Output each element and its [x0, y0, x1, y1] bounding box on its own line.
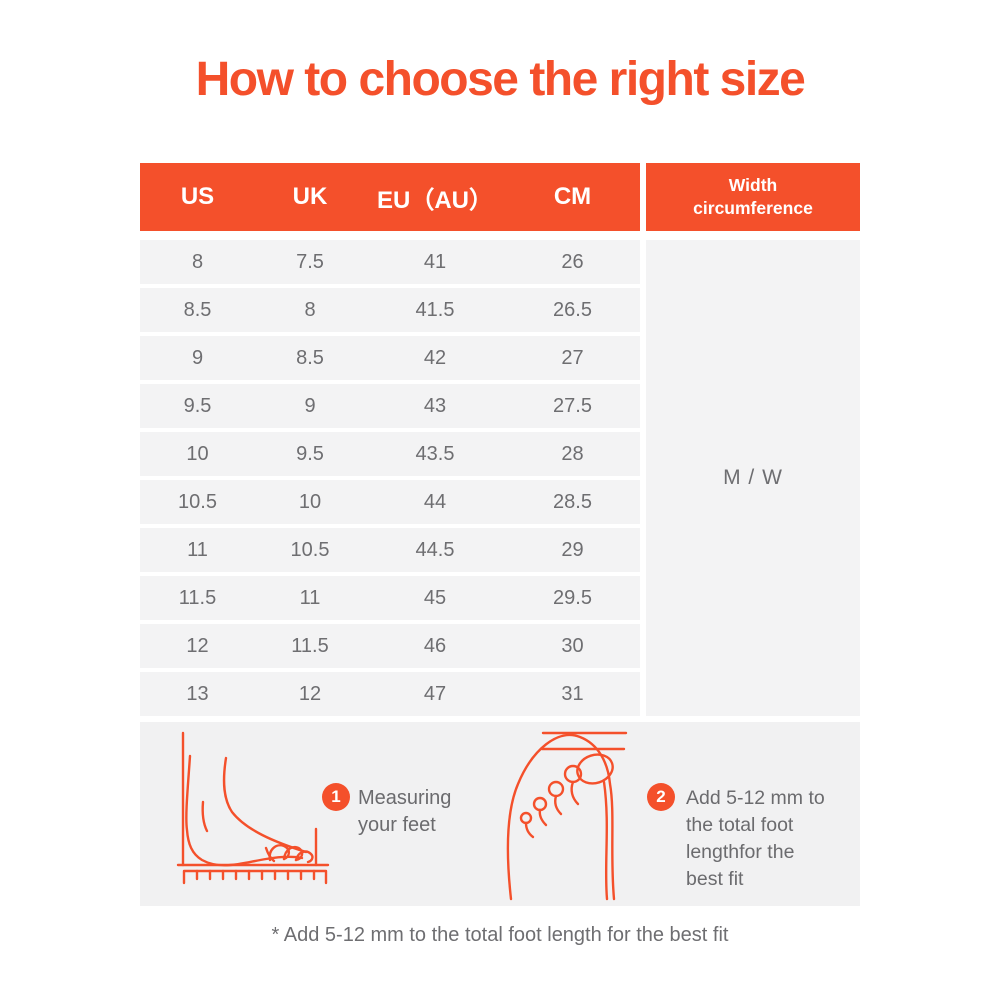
cell-us: 9.5	[183, 394, 212, 417]
table-row: 9 8.5 42 27	[140, 336, 640, 380]
cell-cm: 28	[561, 442, 584, 465]
cell-uk: 9	[304, 394, 316, 417]
cell-eu: 41	[423, 250, 447, 273]
cell-eu: 41.5	[415, 298, 455, 321]
column-header-uk: UK	[292, 183, 328, 210]
cell-us: 11	[187, 538, 208, 561]
cell-uk: 9.5	[296, 442, 324, 465]
table-row: 11 10.5 44.5 29	[140, 528, 640, 572]
step-2-badge: 2	[647, 783, 675, 811]
cell-eu: 42	[423, 346, 447, 369]
footnote: * Add 5-12 mm to the total foot length f…	[271, 924, 729, 946]
cell-cm: 27	[561, 346, 584, 369]
step-1-badge: 1	[322, 783, 350, 811]
cell-us: 10	[186, 442, 209, 465]
cell-uk: 11.5	[291, 634, 329, 657]
size-table-body: 8 7.5 41 26 8.5 8 41.5 26.5 9 8.5 42 27	[140, 240, 860, 716]
measuring-instructions-panel: 1 Measuring your feet 2 Add 5-12 mm to t…	[140, 722, 860, 906]
cell-cm: 31	[561, 682, 584, 705]
step-1-text: Measuring your feet	[358, 787, 452, 836]
cell-us: 9	[191, 346, 204, 369]
cell-cm: 27.5	[553, 394, 592, 417]
size-table-header: US UK EU（AU） CM Width circumference	[140, 163, 860, 231]
column-header-width-circumference: Width circumference	[646, 163, 860, 231]
cell-uk: 10.5	[290, 538, 330, 561]
column-header-eu-au: EU（AU）	[376, 186, 493, 214]
column-header-us: US	[180, 183, 215, 210]
size-table: US UK EU（AU） CM Width circumference 8 7.…	[140, 163, 860, 716]
table-row: 10.5 10 44 28.5	[140, 480, 640, 524]
foot-top-view-icon	[506, 731, 628, 901]
size-rows: 8 7.5 41 26 8.5 8 41.5 26.5 9 8.5 42 27	[140, 240, 640, 716]
page-title: How to choose the right size	[195, 53, 806, 106]
table-row: 11.5 11 45 29.5	[140, 576, 640, 620]
cell-us: 10.5	[178, 490, 217, 513]
table-row: 13 12 47 31	[140, 672, 640, 716]
cell-eu: 47	[423, 682, 447, 705]
table-row: 9.5 9 43 27.5	[140, 384, 640, 428]
cell-cm: 29	[561, 538, 584, 561]
cell-cm: 26.5	[553, 298, 592, 321]
table-row: 12 11.5 46 30	[140, 624, 640, 668]
cell-us: 12	[186, 634, 209, 657]
width-circumference-value: M / W	[723, 466, 783, 489]
cell-cm: 28.5	[553, 490, 592, 513]
body-divider	[640, 240, 646, 716]
cell-eu: 44	[423, 490, 447, 513]
header-divider	[640, 163, 646, 231]
cell-us: 8.5	[183, 298, 212, 321]
column-header-cm: CM	[553, 183, 592, 210]
cell-us: 11.5	[178, 586, 217, 609]
width-circumference-cell: M / W	[646, 240, 860, 716]
table-row: 8 7.5 41 26	[140, 240, 640, 284]
step-2-text: Add 5-12 mm to the total foot lengthfor …	[686, 787, 825, 890]
cell-eu: 45	[423, 586, 447, 609]
cell-eu: 44.5	[415, 538, 455, 561]
table-row: 8.5 8 41.5 26.5	[140, 288, 640, 332]
cell-eu: 43	[423, 394, 447, 417]
cell-cm: 30	[561, 634, 584, 657]
cell-uk: 8	[304, 298, 316, 321]
table-row: 10 9.5 43.5 28	[140, 432, 640, 476]
cell-uk: 8.5	[296, 346, 324, 369]
cell-cm: 26	[561, 250, 584, 273]
cell-us: 13	[186, 682, 209, 705]
cell-cm: 29.5	[553, 586, 592, 609]
cell-uk: 10	[298, 490, 322, 513]
size-table-header-main: US UK EU（AU） CM	[140, 163, 640, 231]
cell-uk: 11	[299, 586, 321, 609]
foot-side-measure-icon	[176, 731, 330, 885]
cell-uk: 12	[298, 682, 322, 705]
cell-us: 8	[191, 250, 204, 273]
cell-eu: 46	[423, 634, 447, 657]
cell-uk: 7.5	[296, 250, 324, 273]
cell-eu: 43.5	[415, 442, 455, 465]
